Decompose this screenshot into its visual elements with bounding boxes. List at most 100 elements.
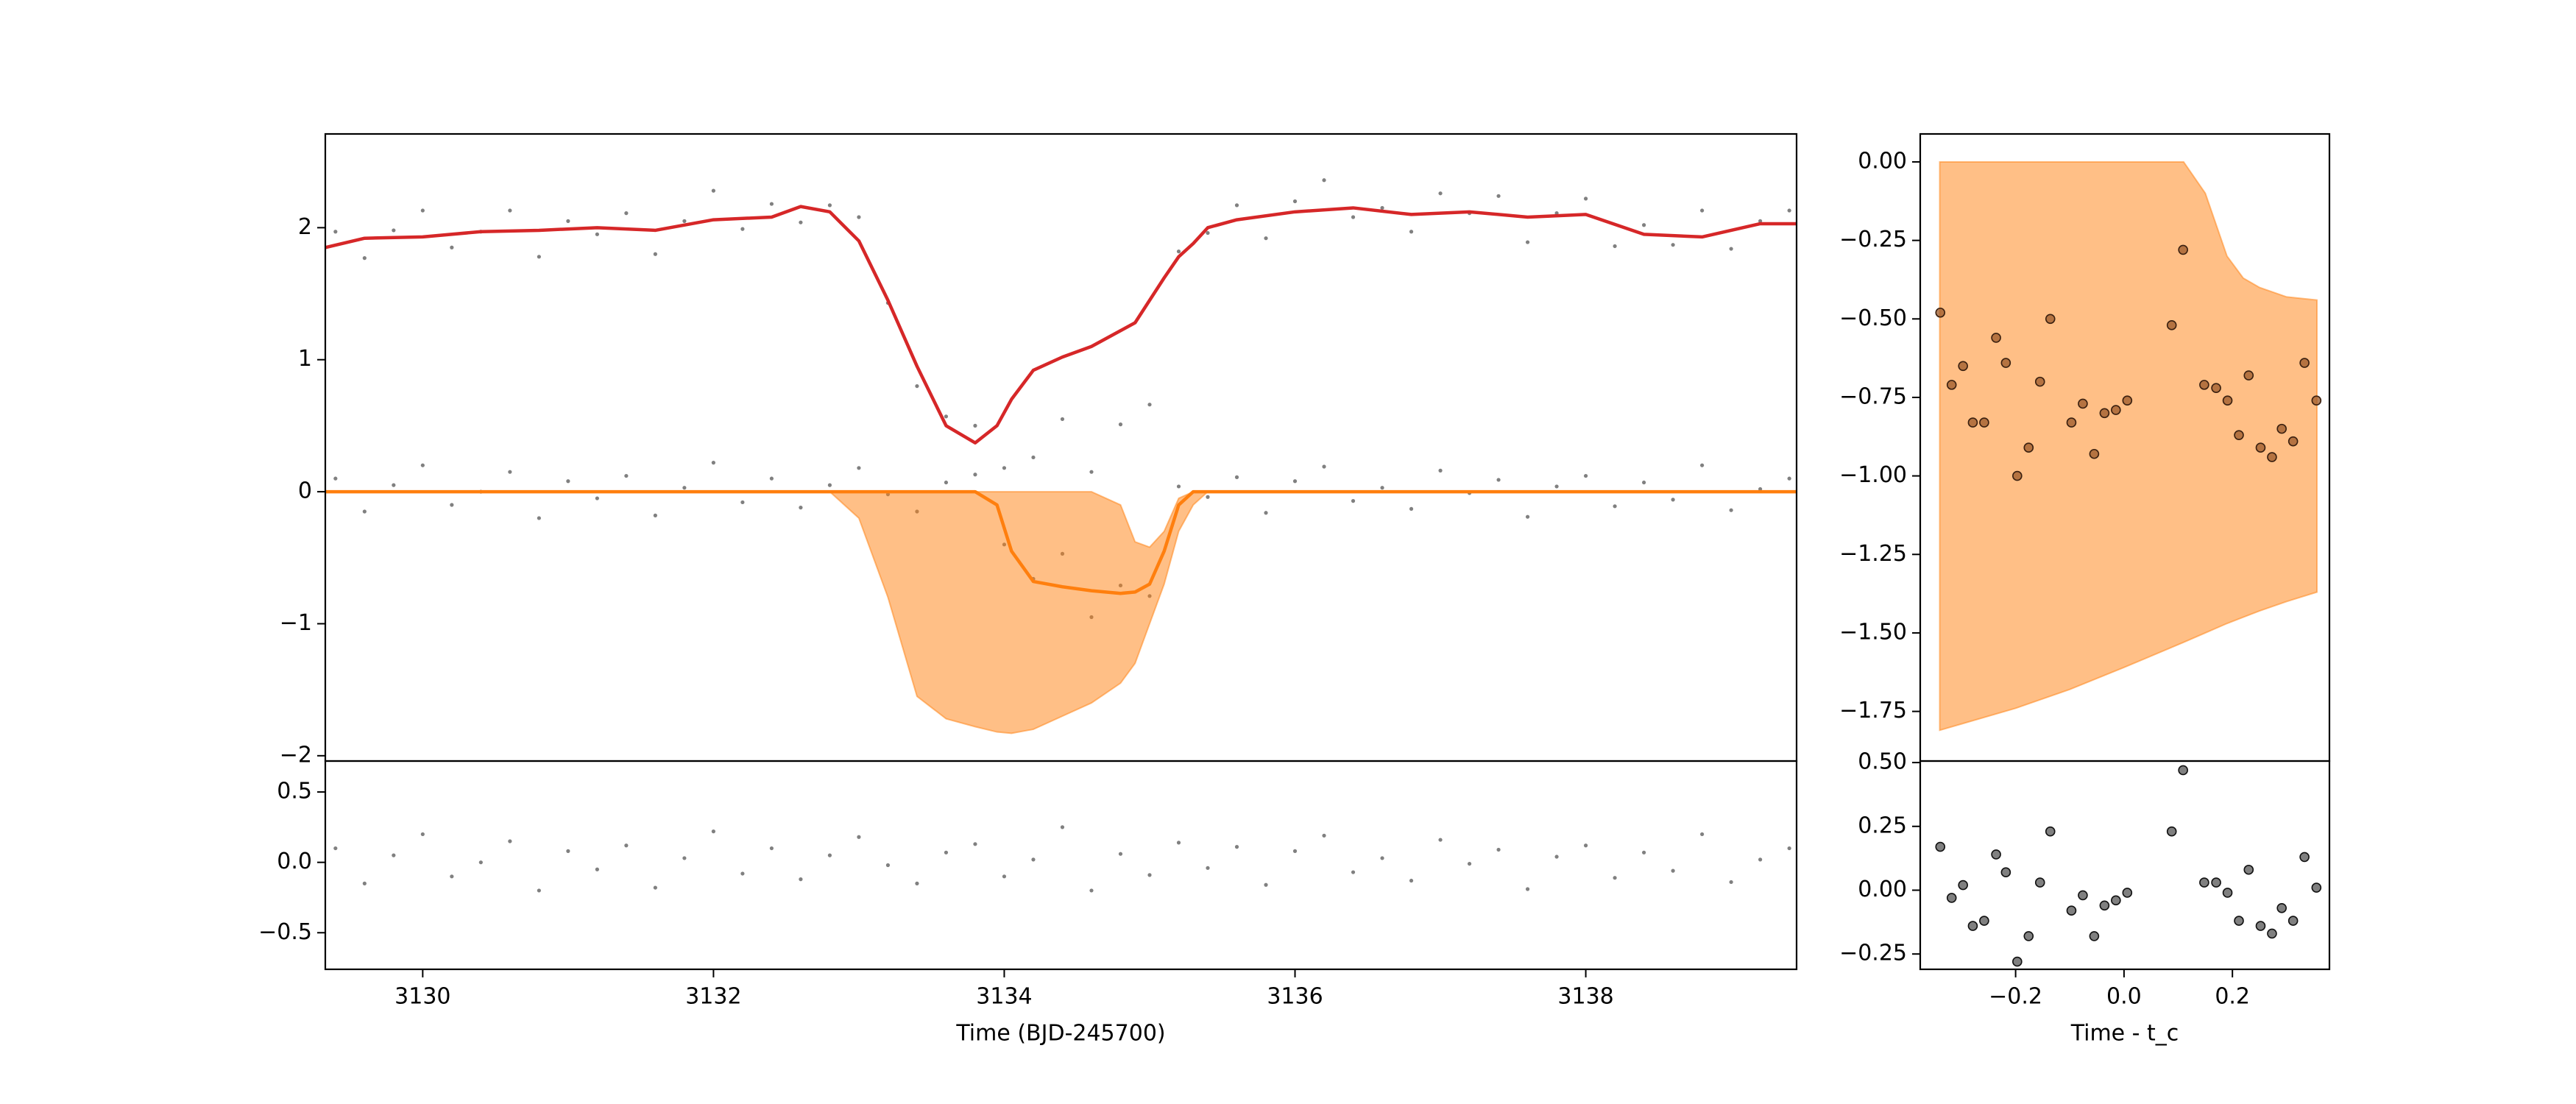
data-point (944, 480, 949, 485)
data-point (1292, 849, 1298, 853)
data-point (1729, 247, 1733, 251)
data-point (1525, 514, 1530, 519)
data-point (1729, 508, 1733, 512)
data-point (595, 867, 599, 871)
axes-frame (1919, 760, 2331, 971)
data-point (740, 871, 745, 876)
data-point (2000, 867, 2011, 878)
data-point (1991, 849, 2001, 860)
data-point (508, 839, 512, 843)
panel: 0.50 0.25 0.00 −0.25 −0.2 0.0 0.2 Time - t_c (1839, 749, 2331, 1047)
panel: −0.5 0.0 0.5 3130 3132 3134 3136 3138 Time (BJD-… (258, 760, 1798, 1047)
data-point (2034, 877, 2045, 888)
data-point (2089, 931, 2100, 941)
data-point (2166, 826, 2177, 837)
data-point (1787, 208, 1791, 213)
data-point (857, 835, 861, 839)
data-point (1089, 470, 1094, 474)
y-tick-label: −0.50 (1839, 305, 1907, 331)
y-tick-label: 0.50 (1858, 749, 1907, 775)
data-point (420, 208, 425, 213)
data-point (2166, 320, 2177, 330)
data-point (973, 473, 977, 477)
data-point (2023, 442, 2034, 453)
x-tick-label: 3136 (1267, 984, 1323, 1010)
data-point (392, 853, 396, 857)
data-point (2255, 921, 2266, 931)
data-point (508, 208, 512, 213)
x-tick-label: −0.2 (1989, 984, 2042, 1010)
data-point (2199, 380, 2209, 390)
data-point (2255, 442, 2266, 453)
data-point (2122, 395, 2133, 406)
data-point (1351, 870, 1356, 874)
data-point (420, 463, 425, 467)
data-point (1700, 832, 1705, 837)
data-point (1958, 361, 1968, 372)
data-point (915, 881, 919, 885)
data-point (1206, 866, 1210, 870)
data-point (1583, 197, 1588, 201)
data-point (1322, 833, 1326, 838)
data-point (450, 245, 454, 250)
data-point (2222, 395, 2233, 406)
data-point (1946, 893, 1957, 903)
data-point (2012, 470, 2023, 481)
data-point (1176, 841, 1181, 845)
data-point (1380, 856, 1384, 860)
x-axis-label: Time - t_c (2070, 1021, 2179, 1047)
data-point (1206, 495, 1210, 499)
data-point (566, 849, 570, 853)
data-point (1234, 845, 1239, 849)
data-point (1991, 333, 2001, 343)
data-point (799, 220, 803, 224)
x-axis-label: Time (BJD-245700) (955, 1021, 1165, 1047)
data-point (1787, 846, 1791, 851)
data-point (1380, 486, 1384, 490)
data-point (1351, 215, 1356, 219)
y-tick-label: −0.25 (1839, 941, 1907, 966)
data-point (653, 885, 657, 890)
data-point (333, 230, 338, 234)
data-point (2222, 888, 2233, 898)
data-point (420, 832, 425, 837)
panel: −2 −1 0 1 2 (280, 132, 1798, 768)
data-point (2089, 448, 2100, 459)
data-point (450, 503, 454, 507)
data-point (624, 473, 629, 478)
y-tick-label: −1 (280, 610, 312, 636)
data-point (1758, 486, 1763, 492)
data-point (2000, 358, 2011, 368)
data-point (1967, 921, 1978, 931)
data-point (1234, 475, 1239, 479)
data-point (1671, 498, 1675, 502)
x-tick-label: 3138 (1557, 984, 1613, 1010)
data-point (2078, 890, 2088, 901)
data-point (2267, 452, 2277, 462)
data-point (2276, 902, 2287, 913)
panel: 0.00 −0.25 −0.50 −0.75 −1.00 −1.25 −1.50 −1.75 (1839, 132, 2331, 762)
data-point (2311, 882, 2322, 893)
data-point (450, 874, 454, 879)
model-line (325, 489, 1797, 595)
data-point (1979, 417, 1989, 428)
data-point (2099, 900, 2110, 911)
data-point (827, 853, 832, 857)
data-point (1292, 479, 1298, 484)
x-tick-label: 3130 (394, 984, 450, 1010)
data-point (392, 483, 396, 487)
data-point (944, 850, 949, 854)
data-point (2211, 383, 2221, 393)
data-point (2267, 928, 2277, 939)
data-point (1002, 466, 1007, 470)
data-point (1979, 916, 1989, 926)
data-point (1409, 878, 1414, 883)
data-point (595, 232, 599, 236)
data-point (2287, 916, 2299, 926)
y-tick-label: −0.75 (1839, 383, 1907, 409)
data-point (1409, 506, 1414, 512)
data-point (1351, 499, 1356, 503)
data-point (624, 211, 629, 216)
data-point (537, 255, 541, 259)
